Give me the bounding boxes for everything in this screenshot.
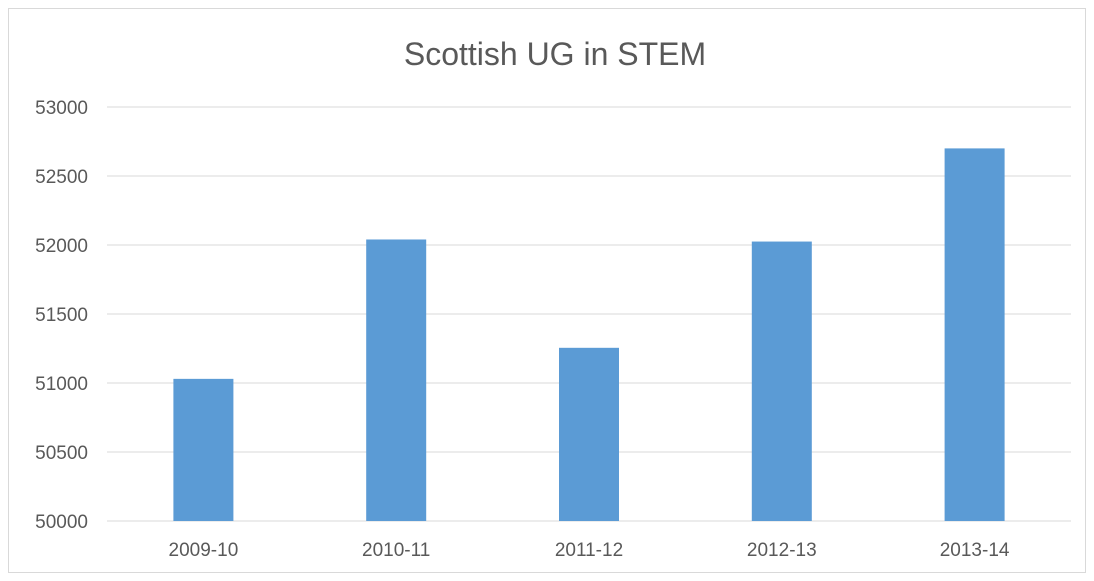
bar-2010-11 (366, 239, 427, 522)
x-tick-label: 2013-14 (940, 540, 1010, 561)
x-axis: 2009-10 2010-11 2011-12 2012-13 2013-14 (169, 540, 1010, 561)
y-tick-label: 51000 (35, 374, 88, 395)
x-tick-label: 2009-10 (169, 540, 239, 561)
y-tick-label: 52000 (35, 236, 88, 257)
x-tick-label: 2010-11 (362, 540, 430, 561)
x-tick-label: 2011-12 (555, 540, 623, 561)
bar-2011-12 (559, 347, 619, 521)
y-tick-label: 50500 (35, 443, 88, 464)
bar-2009-10 (173, 378, 234, 521)
bar-2013-14 (944, 148, 1005, 521)
gridlines (107, 106, 1071, 522)
y-tick-label: 50000 (35, 512, 88, 533)
x-tick-label: 2012-13 (747, 540, 817, 561)
bars (173, 148, 1005, 522)
y-axis: 50000 50500 51000 51500 52000 52500 53000 (35, 98, 88, 533)
y-tick-label: 53000 (35, 98, 88, 119)
y-tick-label: 52500 (35, 167, 88, 188)
bar-2012-13 (751, 241, 812, 522)
y-tick-label: 51500 (35, 305, 88, 326)
chart-title: Scottish UG in STEM (404, 36, 706, 72)
